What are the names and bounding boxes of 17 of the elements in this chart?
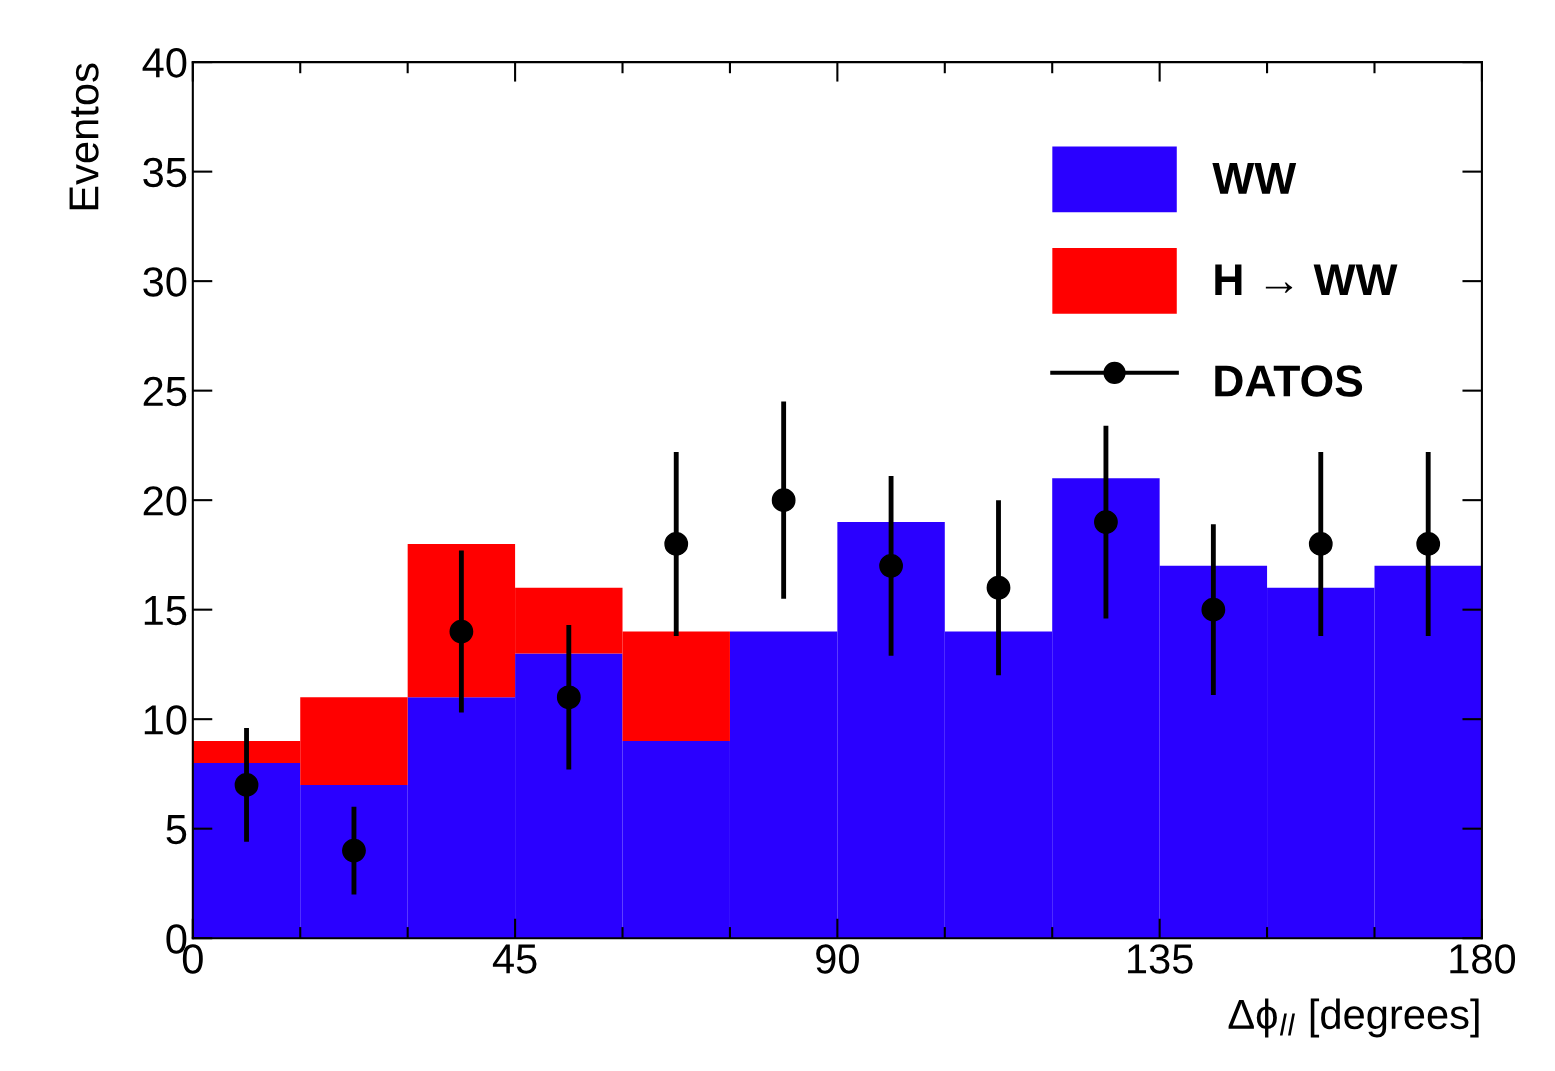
y-tick-label: 30	[143, 267, 187, 297]
y-tick-label: 10	[144, 705, 187, 735]
x-tick-label: 135	[1128, 944, 1193, 974]
x-tick-label: 180	[1450, 944, 1516, 974]
y-tick-label: 35	[143, 157, 187, 188]
y-tick-label: 5	[166, 815, 187, 845]
y-tick-label: 15	[144, 596, 187, 626]
y-tick-label: 25	[143, 376, 187, 407]
legend-label: WW	[1212, 163, 1297, 194]
y-tick-label: 20	[143, 486, 187, 516]
x-tick-label: 45	[492, 944, 537, 974]
x-axis-title: Δϕ$_{ll}$ [degrees]	[1228, 998, 1479, 1038]
y-axis-title: Eventos	[69, 63, 99, 210]
y-tick-label: 40	[142, 48, 187, 78]
x-tick-label: 90	[816, 944, 859, 974]
legend-label: H → WW	[1215, 264, 1398, 296]
legend-label: DATOS	[1215, 365, 1363, 397]
